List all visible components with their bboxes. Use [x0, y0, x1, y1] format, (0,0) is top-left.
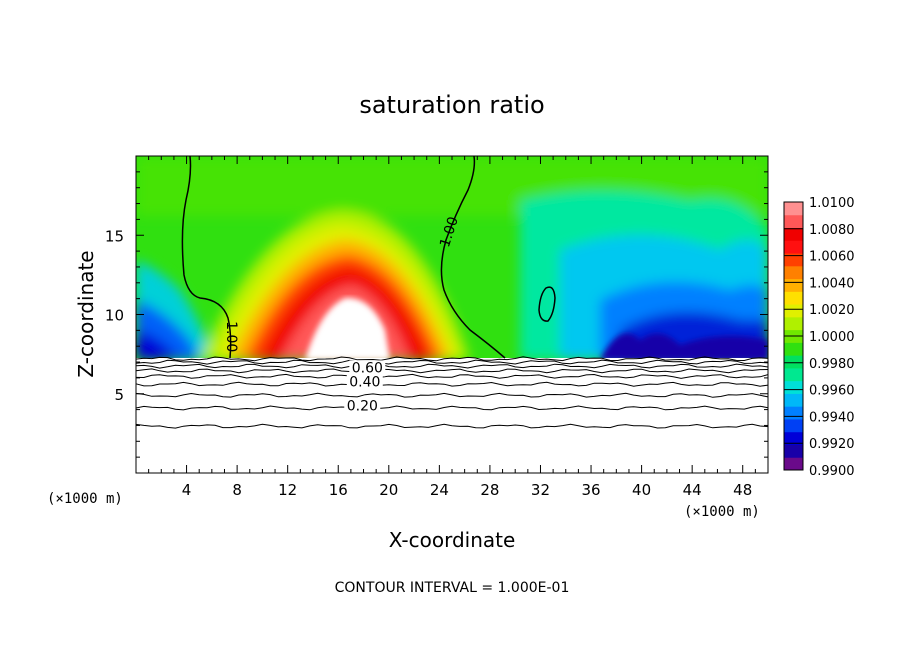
colorbar-tick-label: 1.0080	[809, 223, 855, 238]
colorbar-tick-label: 0.9980	[809, 357, 855, 372]
contour-line	[135, 423, 769, 429]
y-tick-label: 15	[105, 227, 124, 245]
x-axis-label: X-coordinate	[389, 528, 516, 552]
colorbar-tick-label: 1.0020	[809, 303, 855, 318]
x-tick-label: 16	[329, 481, 348, 499]
colorbar-band	[784, 214, 803, 229]
contour-label: 0.40	[349, 375, 380, 391]
contour-labels: 1.001.000.600.400.20	[223, 215, 462, 415]
contour-label-bg	[344, 398, 381, 415]
colorbar-band	[784, 304, 803, 318]
x-tick-label: 40	[632, 481, 651, 499]
lower-contours	[135, 356, 769, 429]
y-tick-label: 10	[105, 307, 124, 325]
x-tick-label: 12	[278, 481, 297, 499]
colorbar-band	[784, 265, 803, 280]
x-axis-unit: (×1000 m)	[684, 504, 760, 520]
contour-line	[135, 368, 769, 374]
x-tick-label: 32	[531, 481, 550, 499]
colorbar-tick-label: 0.9940	[809, 410, 855, 425]
colorbar-band	[784, 444, 803, 458]
x-tick-label: 48	[733, 481, 752, 499]
contour-label-bg	[346, 374, 383, 391]
contour-line	[135, 373, 769, 379]
colorbar-band	[784, 253, 803, 267]
colorbar-band	[784, 457, 803, 471]
contour-fill	[136, 156, 768, 359]
colorbar: 0.9900 0.9920 0.9940 0.9960 0.9980 1.0000 1.00…	[783, 196, 855, 479]
contour-line	[135, 392, 769, 398]
colorbar-tick-label: 0.9920	[809, 437, 855, 452]
contour-line	[135, 405, 769, 411]
contour-line	[135, 356, 769, 362]
colorbar-tick-label: 1.0060	[809, 250, 855, 265]
colorbar-band	[784, 367, 803, 382]
contour-label: 0.60	[352, 360, 383, 376]
y-axis-unit: (×1000 m)	[47, 491, 123, 507]
x-tick-label: 28	[480, 481, 499, 499]
colorbar-band	[784, 380, 803, 394]
contour-line	[135, 359, 769, 365]
contour-label: 0.20	[347, 398, 378, 414]
contour-line	[135, 363, 769, 369]
colorbar-tick-label: 1.0100	[809, 196, 855, 211]
colorbar-band	[784, 406, 803, 420]
colorbar-tick-label: 0.9900	[809, 464, 855, 479]
x-tick-label: 24	[430, 481, 449, 499]
colorbar-band	[784, 202, 803, 216]
colorbar-band	[784, 418, 803, 433]
colorbar-band	[784, 240, 803, 254]
contour-label: 1.00	[223, 321, 239, 352]
colorbar-band	[784, 227, 803, 241]
colorbar-tick-label: 0.9960	[809, 384, 855, 399]
x-tick-label: 8	[232, 481, 242, 499]
colorbar-band	[784, 316, 803, 331]
x-tick-label: 20	[379, 481, 398, 499]
colorbar-band	[784, 393, 803, 407]
contour-line	[135, 381, 769, 387]
y-axis: 5 10 15	[105, 171, 768, 458]
colorbar-band	[784, 355, 803, 369]
colorbar-band	[784, 278, 803, 292]
colorbar-band	[784, 342, 803, 356]
x-tick-label: 36	[581, 481, 600, 499]
x-tick-label: 44	[683, 481, 702, 499]
colorbar-tick-label: 1.0000	[809, 330, 855, 345]
contour-interval-note: CONTOUR INTERVAL = 1.000E-01	[335, 580, 570, 596]
y-tick-label: 5	[114, 386, 124, 404]
lower-domain	[136, 358, 768, 473]
x-tick-label: 4	[182, 481, 192, 499]
colorbar-band	[784, 431, 803, 445]
unity-contours	[181, 155, 556, 359]
chart-title: saturation ratio	[359, 91, 544, 119]
x-axis: 4 8 12 16 20 24 28 32 36 40 44 48	[148, 156, 756, 499]
colorbar-band	[784, 291, 803, 305]
colorbar-tick-label: 1.0040	[809, 276, 855, 291]
y-axis-label: Z-coordinate	[74, 250, 98, 377]
contour-label-bg	[349, 360, 386, 377]
